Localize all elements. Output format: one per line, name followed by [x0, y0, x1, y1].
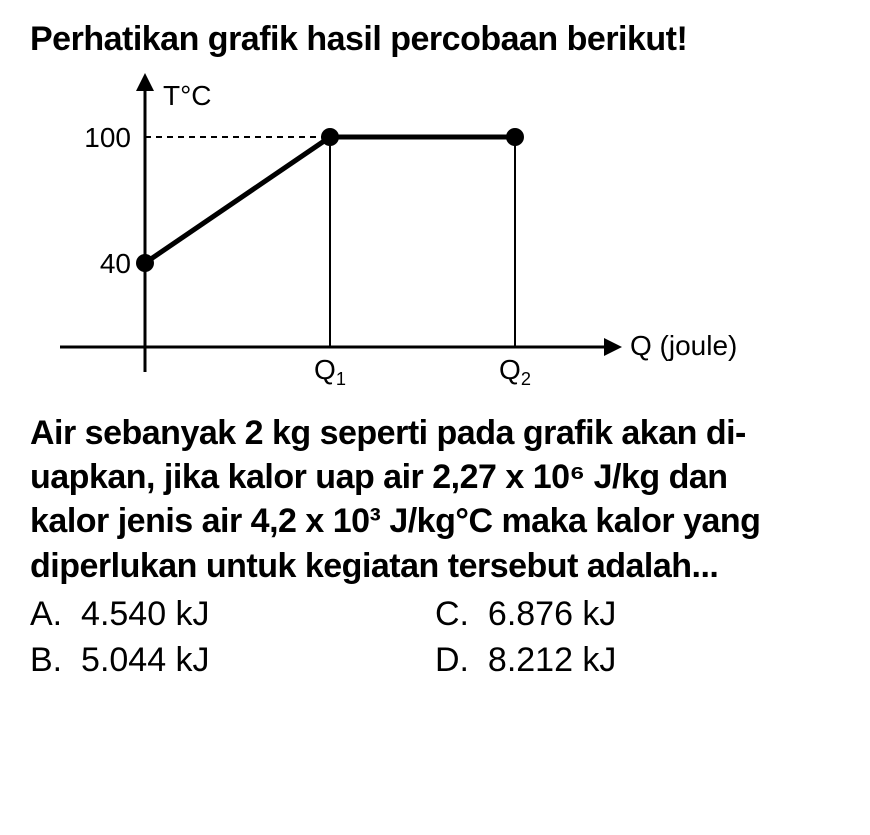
answer-d-text: 8.212 kJ	[488, 641, 617, 679]
question-body: Air sebanyak 2 kg seperti pada grafik ak…	[30, 411, 840, 588]
body-line-3: kalor jenis air 4,2 x 10³ J/kg°C maka ka…	[30, 502, 760, 540]
answer-d: D. 8.212 kJ	[435, 638, 840, 684]
svg-text:100: 100	[84, 122, 131, 153]
question-title: Perhatikan grafik hasil percobaan beriku…	[30, 20, 840, 59]
svg-text:Q (joule): Q (joule)	[630, 330, 737, 361]
answer-options: A. 4.540 kJ C. 6.876 kJ B. 5.044 kJ D. 8…	[30, 592, 840, 684]
answer-c: C. 6.876 kJ	[435, 592, 840, 638]
answer-b: B. 5.044 kJ	[30, 638, 435, 684]
svg-text:40: 40	[100, 248, 131, 279]
heat-temperature-chart: 40100Q1Q2T°CQ (joule)	[50, 67, 650, 397]
body-line-2: uapkan, jika kalor uap air 2,27 x 10⁶ J/…	[30, 458, 728, 496]
answer-a: A. 4.540 kJ	[30, 592, 435, 638]
svg-text:Q2: Q2	[499, 354, 531, 389]
svg-text:Q1: Q1	[314, 354, 346, 389]
chart-container: 40100Q1Q2T°CQ (joule)	[50, 67, 650, 397]
answer-b-text: 5.044 kJ	[81, 641, 210, 679]
body-line-1: Air sebanyak 2 kg seperti pada grafik ak…	[30, 414, 746, 452]
body-line-4: diperlukan untuk kegiatan tersebut adala…	[30, 547, 718, 585]
answer-a-text: 4.540 kJ	[81, 595, 210, 633]
svg-text:T°C: T°C	[163, 80, 212, 111]
answer-c-text: 6.876 kJ	[488, 595, 617, 633]
